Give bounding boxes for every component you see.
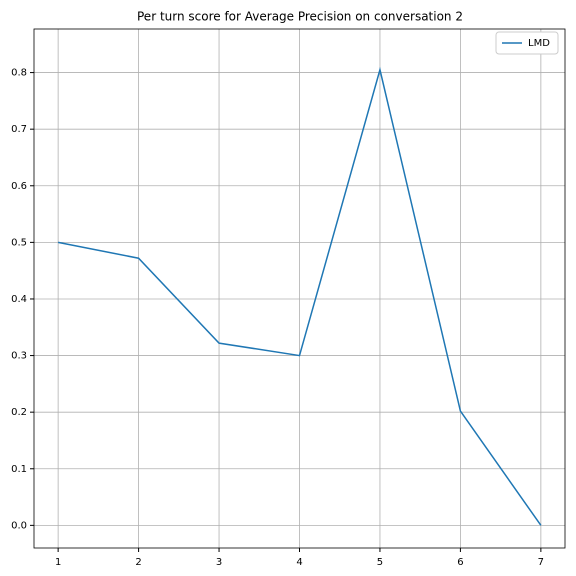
x-tick-label: 4 <box>296 557 302 568</box>
x-tick-label: 1 <box>55 557 61 568</box>
y-tick-label: 0.1 <box>11 464 27 475</box>
x-tick-label: 6 <box>457 557 463 568</box>
x-tick-label: 7 <box>538 557 544 568</box>
x-tick-label: 5 <box>377 557 383 568</box>
chart-title: Per turn score for Average Precision on … <box>137 10 463 24</box>
line-series <box>57 66 542 526</box>
y-tick-label: 0.0 <box>11 520 27 531</box>
legend-box <box>495 31 559 55</box>
y-tick-label: 0.3 <box>11 351 27 362</box>
y-tick-label: 0.2 <box>11 407 27 418</box>
y-tick-label: 0.8 <box>11 68 27 79</box>
x-tick-label: 3 <box>216 557 222 568</box>
y-tick-label: 0.5 <box>11 237 27 248</box>
y-tick-label: 0.4 <box>11 294 27 305</box>
y-tick-label: 0.6 <box>11 181 27 192</box>
plot-frame <box>33 28 566 549</box>
legend-label: LMD <box>528 38 550 49</box>
x-tick-label: 2 <box>135 557 141 568</box>
y-tick-label: 0.7 <box>11 124 27 135</box>
